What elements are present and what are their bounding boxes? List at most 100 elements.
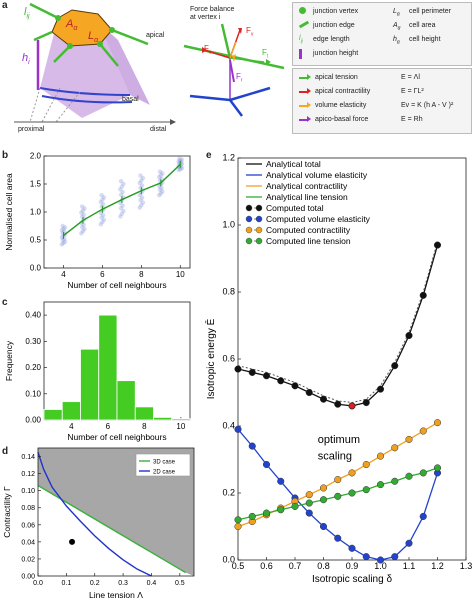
panel-a: a lij Aα Lα hi apical basal proximal dis… (0, 0, 474, 140)
chart-c: 4 6 8 10 0.00 0.10 0.20 0.30 0.40 Number of cell … (4, 301, 191, 442)
force-title-1: Force balance (190, 6, 235, 13)
legend-label: Analytical total (266, 159, 321, 169)
computed-point (362, 486, 370, 494)
scatter-point (100, 219, 105, 225)
scatter-point (99, 215, 104, 220)
orange-arrow-icon (299, 105, 308, 107)
scatter-point (138, 173, 143, 178)
histogram-bar (134, 406, 154, 421)
y-tick-label: 0.12 (21, 471, 35, 478)
computed-point (362, 460, 370, 469)
legend-force-eq: E = Λl (401, 74, 420, 81)
computed-point (248, 442, 256, 450)
force-label-t: Ft (262, 48, 269, 60)
y-tick-label: 0.02 (21, 556, 35, 563)
legend-force-eq: E = ΓL² (401, 88, 424, 95)
computed-point (262, 509, 271, 517)
x-tick-label: 0.0 (33, 580, 43, 587)
computed-point (376, 452, 385, 460)
scatter-point (80, 229, 86, 234)
apical-face (51, 9, 113, 47)
histogram-bar (80, 348, 100, 421)
computed-point (405, 539, 413, 547)
x-tick-label: 10 (176, 270, 185, 279)
computed-point (319, 522, 328, 531)
red-arrow-icon (299, 91, 308, 93)
computed-point (248, 512, 256, 521)
legend-force-text: volume elasticity (315, 102, 367, 109)
scatter-point (98, 222, 104, 227)
chart-d: 0.0 0.1 0.2 0.3 0.4 0.5 0.00 0.02 0.04 0.06 0.08 0.… (2, 447, 195, 600)
legend-dot-swatch (255, 215, 263, 223)
x-tick-label: 1.0 (374, 561, 387, 571)
legend-label: Analytical contractility (266, 181, 348, 191)
legend-geometry: junction vertex Lα cell perimeter junction … (292, 2, 472, 66)
computed-point (234, 365, 242, 373)
x-axis-label: Number of cell neighbours (67, 432, 166, 442)
scatter-point (139, 202, 144, 208)
legend-geometry-symbol: hα (393, 36, 400, 46)
computed-point (334, 476, 342, 484)
computed-point (319, 395, 328, 403)
legend-label: Computed line tension (266, 236, 351, 246)
purple-line-icon (299, 49, 302, 59)
computed-point (419, 291, 427, 299)
computed-point (405, 332, 413, 340)
scatter-point (158, 191, 163, 196)
computed-point (405, 472, 413, 480)
force-diagram (183, 23, 285, 117)
legend-geometry-desc: cell area (409, 22, 436, 29)
cell-diagram (14, 2, 176, 125)
scatter-point (120, 189, 125, 195)
y-tick-label: 1.0 (30, 208, 42, 217)
computed-point (391, 362, 399, 370)
label-basal: basal (122, 96, 139, 103)
scatter-point (140, 200, 146, 205)
scatter-point (157, 193, 162, 198)
label-apical: apical (146, 32, 165, 39)
state-point (69, 538, 76, 545)
legend-geometry-row: junction height (297, 49, 467, 61)
scatter-point (179, 157, 185, 162)
computed-point (305, 388, 313, 397)
scatter-point (137, 193, 142, 198)
computed-point (433, 419, 442, 427)
histogram-bar (116, 380, 136, 421)
x-tick-label: 1.3 (460, 561, 473, 571)
y-tick-label: 0.00 (21, 574, 35, 581)
legend-forces: apical tension E = Λl apical contractility… (292, 68, 472, 134)
x-tick-label: 1.1 (403, 561, 416, 571)
computed-point (305, 509, 313, 517)
legend-force-eq: E = Rh (401, 116, 423, 123)
computed-point (277, 506, 285, 514)
y-tick-label: 0.14 (21, 454, 35, 461)
computed-point (234, 516, 242, 524)
scatter-point (79, 210, 84, 215)
computed-point (362, 553, 370, 561)
scatter-point (137, 205, 142, 210)
scatter-point (160, 171, 165, 176)
legend-label: 3D case (153, 460, 176, 466)
computed-point (305, 499, 313, 507)
x-axis-label: Line tension Λ (89, 590, 143, 600)
legend-force-row: apical contractility E = ΓL² (297, 87, 467, 99)
scatter-point (118, 179, 124, 184)
scatter-point (80, 208, 86, 213)
annotation-scaling: scaling (318, 451, 352, 463)
computed-point (348, 489, 356, 497)
scatter-point (79, 224, 85, 230)
optimum-marker (349, 403, 355, 409)
legend-label: 2D case (153, 470, 176, 476)
x-tick-label: 6 (100, 270, 105, 279)
x-tick-label: 0.5 (232, 561, 245, 571)
x-tick-label: 1.2 (431, 561, 444, 571)
computed-point (391, 477, 399, 485)
histogram-bar (61, 401, 81, 421)
y-tick-label: 0.2 (222, 488, 235, 498)
x-axis-label: Number of cell neighbours (67, 280, 166, 290)
scatter-point (101, 201, 106, 207)
legend-force-row: apico-basal force E = Rh (297, 115, 467, 127)
y-tick-label: 2.0 (30, 152, 42, 161)
y-axis-label: Frequency (4, 340, 14, 381)
computed-point (419, 469, 427, 477)
